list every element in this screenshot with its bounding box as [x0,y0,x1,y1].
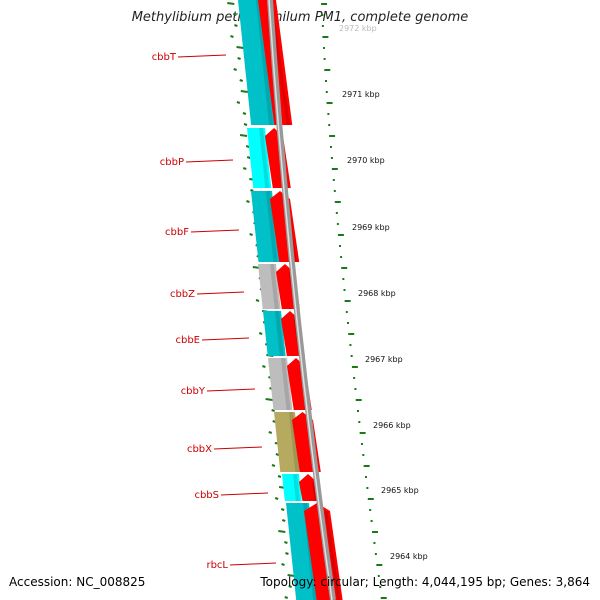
gc-skew-mark [230,35,234,38]
gc-skew-mark [280,508,285,511]
gc-skew-mark [265,398,273,401]
gc-skew-mark [249,233,253,236]
cog-gene-block [268,358,293,410]
cog-gene-shade [289,411,300,473]
gc-skew-mark [234,24,238,27]
gc-skew-mark [236,101,241,104]
gene-labels: cbbT cbbP cbbF cbbZ cbbE cbbY cbbX cbbS rbcL [152,52,277,571]
backbone-highlight [268,0,333,600]
gc-skew-mark [239,79,244,82]
map-title: Methylibium petroleiphilum PM1, complete… [131,10,469,25]
gene-label-leader [196,291,245,295]
kbp-tick-label: 2968 kbp [358,289,396,298]
gc-skew-mark [242,167,247,170]
gene-label-leader [201,337,250,341]
gene-label-leader [185,159,234,163]
gc-skew-mark [258,332,263,335]
gc-skew-mark [285,552,289,555]
gc-skew-mark [250,189,254,192]
gene-label-cbbY: cbbY [181,386,206,397]
kbp-tick-label: 2967 kbp [365,355,403,364]
backbone-line [267,0,336,600]
gc-skew-mark [239,134,248,137]
gc-skew-mark [233,13,237,16]
kbp-tick-label: 2966 kbp [373,421,411,430]
gene-label-rbcL: rbcL [206,560,228,571]
cog-gene-shade [266,190,278,263]
gene-label-cbbZ: cbbZ [170,289,195,300]
gene-label-cbbT: cbbT [152,52,177,63]
gc-skew-mark [246,156,251,159]
gc-skew-mark [287,574,295,577]
gc-skew-mark [245,145,250,148]
gene-label-leader [190,229,240,233]
kbp-tick-label: 2970 kbp [347,156,385,165]
gc-skew-mark [281,519,286,522]
gc-skew-mark [268,431,273,434]
gene-label-cbbP: cbbP [160,157,184,168]
gc-skew-mark [275,453,280,456]
gc-skew-mark [284,596,289,599]
gene-label-cbbX: cbbX [187,444,212,455]
kbp-ticks: 2972 kbp 2971 kbp 2970 kbp 2969 kbp 2968 kbp… [339,24,428,561]
gc-skew-mark [281,563,285,566]
cog-gene-block [258,264,281,309]
gc-skew-mark [233,68,237,71]
gene-label-leader [206,388,256,392]
cog-gene-shade [281,357,291,411]
gc-skew-mark [284,541,288,544]
cog-gene-block [282,474,302,501]
accession-text: Accession: NC_008825 [9,575,146,589]
kbp-tick-label: 2965 kbp [381,486,419,495]
gc-skew-mark [242,112,247,115]
gc-skew-mark [243,123,248,126]
forward-gene-shade [324,510,341,600]
gc-skew-mark [237,57,241,60]
gc-content-marks [321,3,387,599]
backbone-track [267,0,336,600]
cog-gene-block [238,0,276,125]
gene-label-leader [213,446,263,450]
gene-label-leader [177,54,227,58]
kbp-tick-label: 2971 kbp [342,90,380,99]
kbp-tick-label: 2969 kbp [352,223,390,232]
genome-summary-text: Topology: circular; Length: 4,044,195 bp… [260,575,590,589]
gc-skew-mark [277,475,282,478]
cog-gene-shade [256,0,274,126]
gene-label-leader [220,492,269,496]
cog-gene-shade [270,263,279,310]
gc-skew-mark [274,497,279,500]
gc-skew-mark [278,530,286,533]
kbp-tick-label: 2964 kbp [390,552,428,561]
gc-skew-mark [262,365,266,368]
cog-gene-shade [275,310,284,357]
gene-label-cbbE: cbbE [175,335,200,346]
gc-skew-mark [236,46,244,49]
gc-skew-mark [288,585,292,588]
kbp-tick-label: 2972 kbp [339,24,377,33]
cog-gene-shade [293,473,300,502]
gene-label-leader [229,562,277,566]
gene-label-cbbS: cbbS [194,490,219,501]
gc-skew-mark [227,2,235,5]
cog-gene-block [263,311,286,356]
cog-gene-block [247,128,272,188]
gene-label-cbbF: cbbF [165,227,189,238]
gc-skew-mark [240,90,248,93]
gc-skew-mark [271,464,276,467]
gc-skew-mark [271,409,275,412]
forward-gene-shade [311,481,318,502]
cog-gene-shade [259,127,270,189]
gc-skew-mark [246,200,250,203]
gc-skew-marks [227,2,295,599]
gc-skew-mark [255,299,260,302]
